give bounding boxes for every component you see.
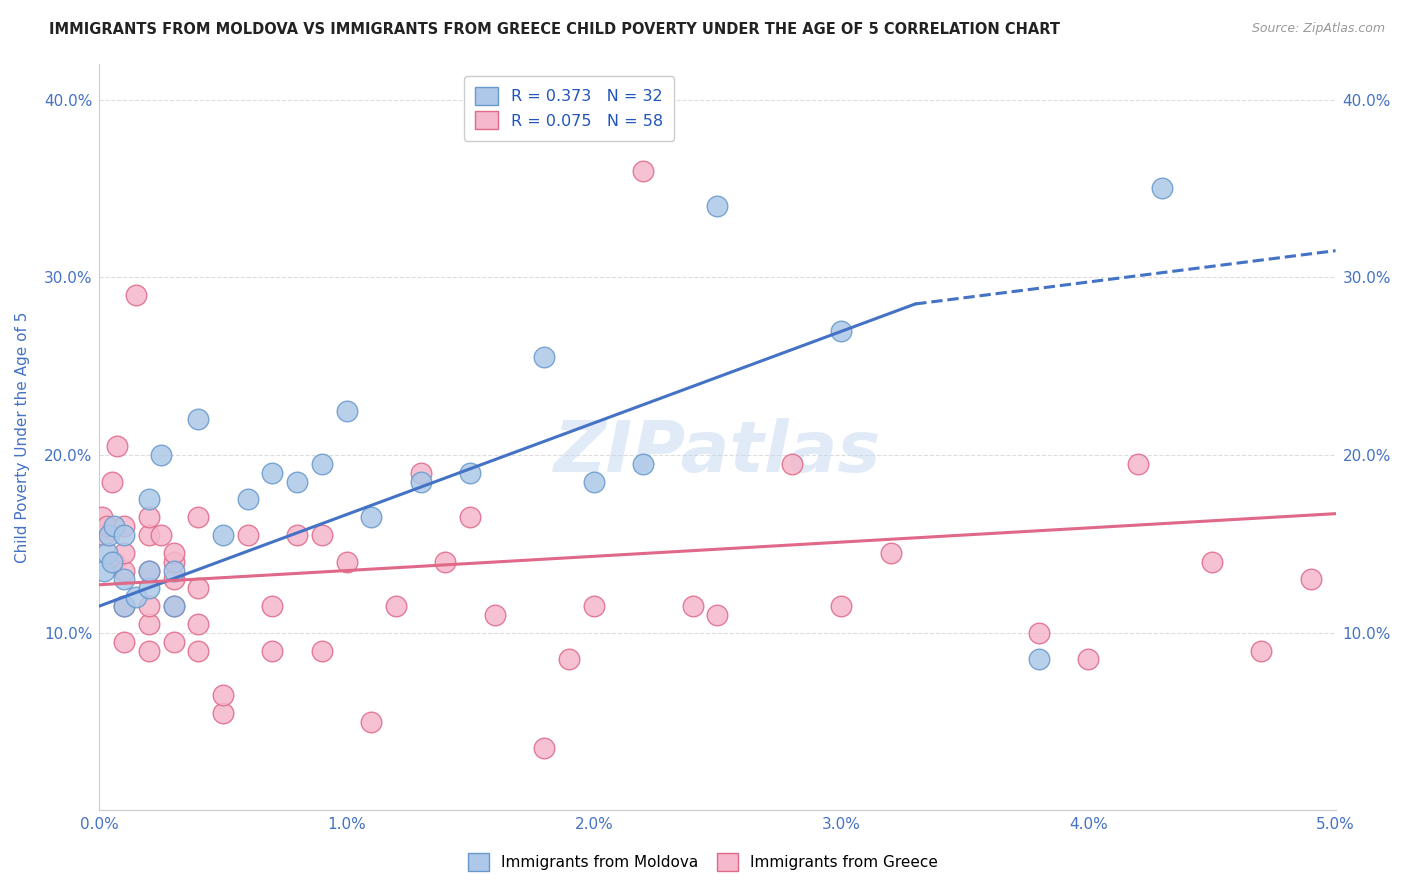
Point <box>311 528 333 542</box>
Point <box>830 324 852 338</box>
Point <box>633 457 655 471</box>
Point <box>633 163 655 178</box>
Point <box>830 599 852 613</box>
Point <box>285 528 308 542</box>
Point <box>138 564 160 578</box>
Point <box>262 599 284 613</box>
Point <box>162 634 184 648</box>
Point <box>125 591 148 605</box>
Point <box>112 519 135 533</box>
Point <box>780 457 803 471</box>
Point <box>335 403 357 417</box>
Point <box>138 582 160 596</box>
Point <box>138 492 160 507</box>
Point <box>360 714 382 729</box>
Point <box>1250 643 1272 657</box>
Point <box>212 528 235 542</box>
Legend: Immigrants from Moldova, Immigrants from Greece: Immigrants from Moldova, Immigrants from… <box>458 844 948 880</box>
Point <box>112 634 135 648</box>
Point <box>582 599 605 613</box>
Y-axis label: Child Poverty Under the Age of 5: Child Poverty Under the Age of 5 <box>15 311 30 563</box>
Point <box>162 564 184 578</box>
Point <box>138 564 160 578</box>
Point <box>533 351 555 365</box>
Point <box>409 475 432 489</box>
Point <box>100 555 122 569</box>
Point <box>100 475 122 489</box>
Point <box>1126 457 1149 471</box>
Point <box>138 616 160 631</box>
Point <box>162 546 184 560</box>
Point <box>96 519 118 533</box>
Point <box>434 555 457 569</box>
Point <box>879 546 901 560</box>
Point <box>385 599 408 613</box>
Point <box>212 688 235 702</box>
Point <box>93 564 115 578</box>
Point <box>93 528 115 542</box>
Point <box>311 457 333 471</box>
Point <box>236 528 259 542</box>
Point <box>1152 181 1174 195</box>
Point <box>138 528 160 542</box>
Point <box>558 652 581 666</box>
Point <box>162 555 184 569</box>
Point <box>162 599 184 613</box>
Point <box>138 510 160 524</box>
Point <box>112 573 135 587</box>
Point <box>285 475 308 489</box>
Point <box>236 492 259 507</box>
Point <box>103 519 125 533</box>
Point <box>112 564 135 578</box>
Legend: R = 0.373   N = 32, R = 0.075   N = 58: R = 0.373 N = 32, R = 0.075 N = 58 <box>464 76 673 141</box>
Point <box>187 582 209 596</box>
Point <box>98 528 121 542</box>
Point <box>360 510 382 524</box>
Point <box>162 573 184 587</box>
Point <box>150 448 173 462</box>
Point <box>112 528 135 542</box>
Point <box>103 555 125 569</box>
Point <box>162 599 184 613</box>
Point <box>187 616 209 631</box>
Point <box>533 741 555 756</box>
Point <box>125 288 148 302</box>
Point <box>458 510 481 524</box>
Point <box>311 643 333 657</box>
Point <box>112 599 135 613</box>
Point <box>187 412 209 426</box>
Point <box>262 466 284 480</box>
Point <box>138 599 160 613</box>
Point <box>582 475 605 489</box>
Point <box>706 607 728 622</box>
Point <box>706 199 728 213</box>
Point <box>1028 652 1050 666</box>
Point <box>458 466 481 480</box>
Point <box>90 510 112 524</box>
Point <box>150 528 173 542</box>
Point <box>112 599 135 613</box>
Point <box>1028 625 1050 640</box>
Point <box>409 466 432 480</box>
Point <box>484 607 506 622</box>
Point <box>138 643 160 657</box>
Point <box>212 706 235 720</box>
Point <box>335 555 357 569</box>
Point <box>1299 573 1322 587</box>
Text: ZIPatlas: ZIPatlas <box>554 417 882 487</box>
Point <box>187 643 209 657</box>
Point <box>1077 652 1099 666</box>
Point <box>112 546 135 560</box>
Point <box>1201 555 1223 569</box>
Text: Source: ZipAtlas.com: Source: ZipAtlas.com <box>1251 22 1385 36</box>
Point <box>105 439 128 453</box>
Point <box>262 643 284 657</box>
Point <box>682 599 704 613</box>
Point <box>187 510 209 524</box>
Point <box>96 546 118 560</box>
Text: IMMIGRANTS FROM MOLDOVA VS IMMIGRANTS FROM GREECE CHILD POVERTY UNDER THE AGE OF: IMMIGRANTS FROM MOLDOVA VS IMMIGRANTS FR… <box>49 22 1060 37</box>
